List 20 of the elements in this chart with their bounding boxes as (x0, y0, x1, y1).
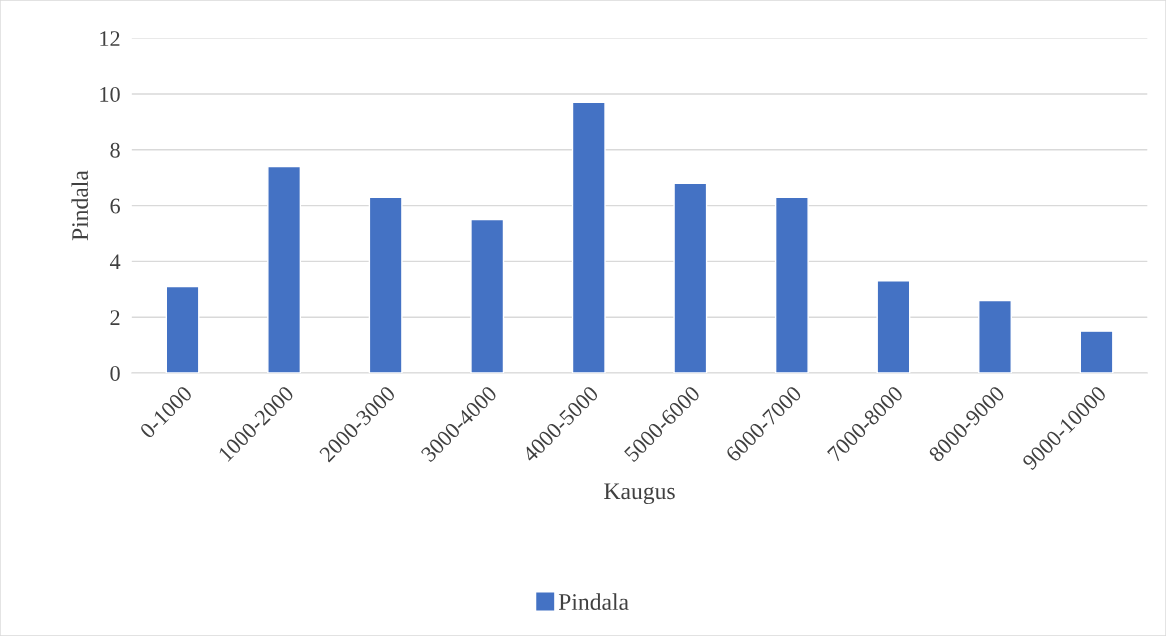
bar (673, 182, 708, 374)
bar (571, 101, 606, 374)
bar (470, 218, 505, 374)
bar (368, 196, 403, 374)
bar (1079, 330, 1114, 374)
y-tick-label: 4 (109, 254, 121, 270)
y-tick-label: 12 (100, 31, 120, 46)
legend-label: Pindala (558, 593, 629, 610)
bar (978, 299, 1012, 374)
bar (267, 165, 302, 374)
x-axis-title: Kaugus (604, 483, 675, 505)
y-axis-title: Pindala (71, 170, 89, 241)
bar (165, 285, 200, 374)
bar (876, 280, 911, 374)
bar (774, 196, 809, 374)
y-tick-label: 6 (110, 198, 120, 214)
y-tick-label: 0 (110, 365, 120, 381)
y-tick-label: 10 (100, 86, 120, 102)
y-tick-label: 2 (110, 310, 120, 325)
y-tick-label: 8 (110, 142, 120, 158)
